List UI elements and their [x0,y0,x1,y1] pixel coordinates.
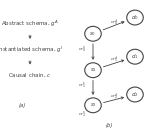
Text: $s_1$: $s_1$ [90,66,96,74]
Text: Causal chain, $c$: Causal chain, $c$ [8,72,52,79]
Text: Abstract schema, $g^A$: Abstract schema, $g^A$ [1,19,59,29]
Text: (b): (b) [106,123,113,128]
Text: $cr_2^d$: $cr_2^d$ [110,91,118,102]
Text: $s_2$: $s_2$ [90,101,96,109]
Text: $cr_1^d$: $cr_1^d$ [110,54,118,65]
Circle shape [127,49,143,64]
Text: (a): (a) [19,103,26,108]
Text: $cr_2^s$: $cr_2^s$ [78,111,86,120]
Circle shape [127,87,143,102]
Text: Instantiated schema, $g^I$: Instantiated schema, $g^I$ [0,45,63,55]
Text: $d_0$: $d_0$ [131,13,139,22]
Circle shape [127,10,143,25]
Text: $cr_0^d$: $cr_0^d$ [110,17,118,28]
Text: $d_2$: $d_2$ [131,90,139,99]
Text: $cr_0^s$: $cr_0^s$ [78,46,86,55]
Text: $s_0$: $s_0$ [89,30,97,38]
Circle shape [85,26,101,41]
Circle shape [85,98,101,113]
Text: $cr_1^s$: $cr_1^s$ [78,82,86,91]
Text: $d_1$: $d_1$ [131,52,139,61]
Circle shape [85,63,101,78]
